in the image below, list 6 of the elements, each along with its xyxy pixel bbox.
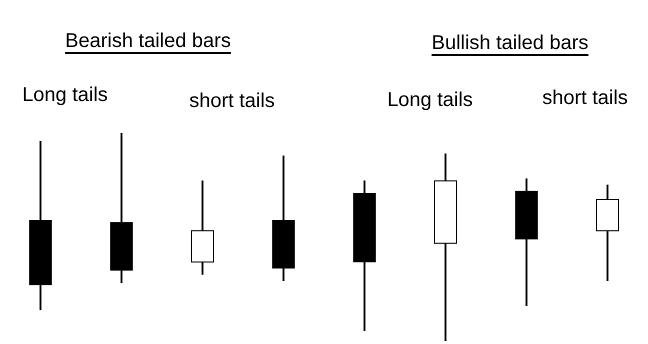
text: Long tails — [387, 89, 473, 112]
text: Bearish tailed bars — [65, 30, 231, 53]
text: Bullish tailed bars — [432, 32, 588, 55]
text: Long tails — [22, 84, 108, 107]
text: short tails — [542, 87, 628, 110]
text: short tails — [189, 90, 275, 113]
